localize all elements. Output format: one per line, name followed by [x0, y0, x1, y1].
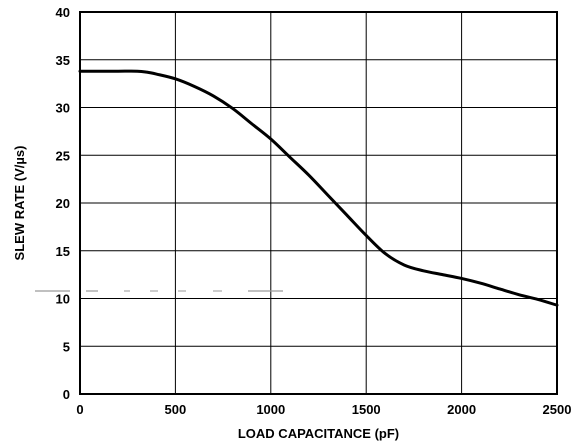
x-tick-labels: 0 500 1000 1500 2000 2500	[76, 402, 571, 417]
series-lines	[78, 69, 559, 307]
x-tick-label: 1000	[256, 402, 285, 417]
plot-frame	[79, 11, 558, 395]
grid-lines	[80, 12, 557, 394]
y-axis-title: SLEW RATE (V/µs)	[12, 146, 27, 261]
y-tick-label: 20	[56, 196, 70, 211]
y-tick-label: 15	[56, 244, 70, 259]
x-axis-title: LOAD CAPACITANCE (pF)	[238, 426, 399, 441]
x-tick-label: 500	[165, 402, 187, 417]
y-tick-label: 5	[63, 339, 70, 354]
y-tick-label: 10	[56, 292, 70, 307]
y-tick-label: 25	[56, 148, 70, 163]
x-tick-label: 2000	[447, 402, 476, 417]
x-tick-label: 0	[76, 402, 83, 417]
x-tick-label: 1500	[352, 402, 381, 417]
y-tick-label: 40	[56, 5, 70, 20]
y-tick-label: 30	[56, 101, 70, 116]
x-tick-label: 2500	[543, 402, 572, 417]
y-tick-label: 0	[63, 387, 70, 402]
y-tick-labels: 0 5 10 15 20 25 30 35 40	[56, 5, 70, 402]
y-tick-label: 35	[56, 53, 70, 68]
series-line-0	[78, 69, 559, 307]
